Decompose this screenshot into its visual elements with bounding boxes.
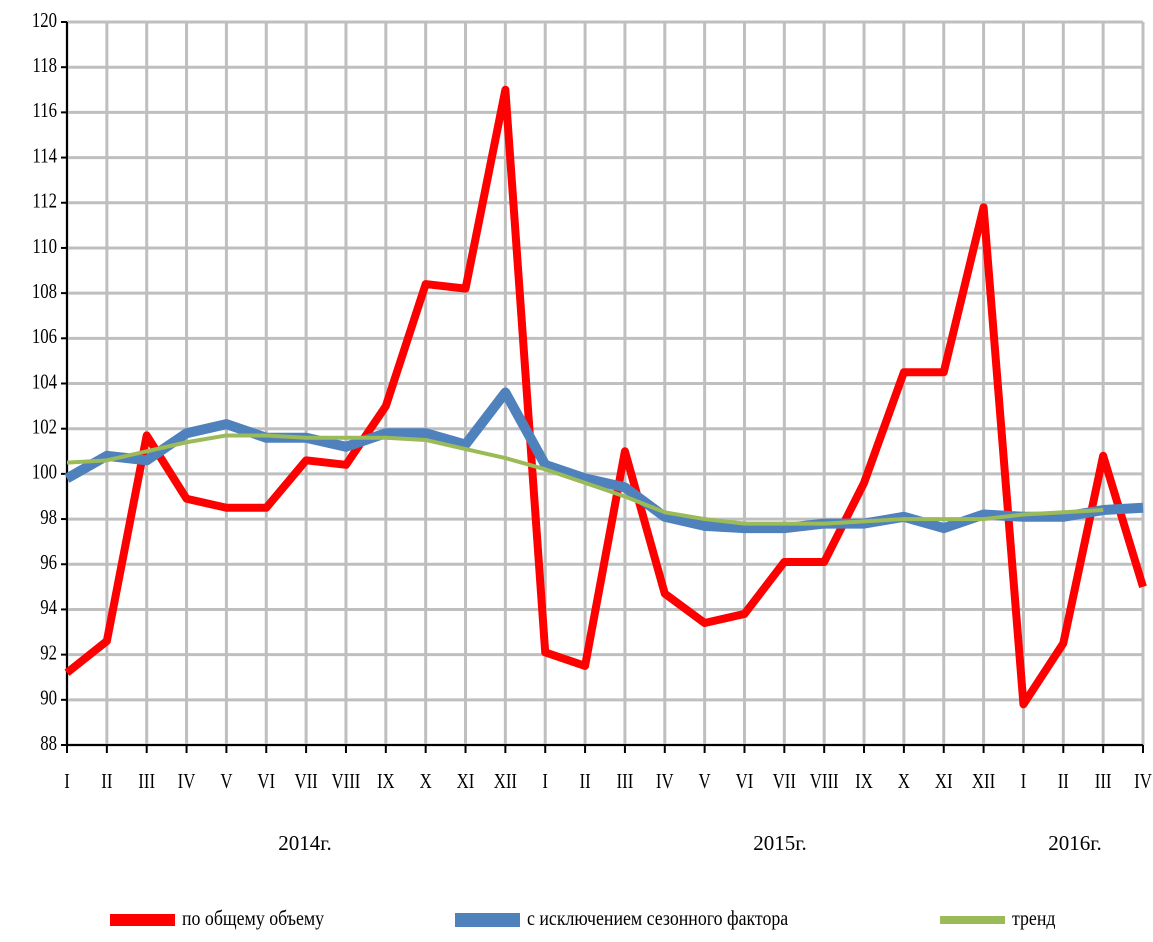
y-tick-label: 112 (32, 190, 57, 213)
x-tick-label: XI (935, 770, 953, 793)
x-tick-label: XI (457, 770, 475, 793)
x-tick-label: IV (1134, 770, 1152, 793)
y-tick-label: 102 (32, 416, 57, 439)
y-tick-label: 118 (32, 54, 57, 77)
y-tick-label: 98 (40, 506, 57, 529)
x-tick-label: II (101, 770, 112, 793)
x-group-label: 2014г. (278, 831, 332, 855)
y-tick-label: 96 (40, 551, 57, 574)
series-line (66, 433, 1104, 526)
legend-label: тренд (1012, 908, 1056, 931)
x-tick-label: VIII (810, 770, 839, 793)
x-tick-label: V (699, 770, 711, 793)
y-tick-label: 104 (32, 371, 58, 394)
x-tick-label: IX (855, 770, 873, 793)
x-tick-label: I (542, 770, 548, 793)
x-tick-label: VII (773, 770, 796, 793)
series-line (64, 387, 1144, 534)
x-tick-label: V (220, 770, 232, 793)
x-tick-label: III (1095, 770, 1112, 793)
y-tick-label: 92 (40, 642, 57, 665)
x-tick-label: II (579, 770, 590, 793)
y-tick-label: 94 (40, 597, 57, 620)
series-line (64, 85, 1147, 709)
y-tick-label: 90 (40, 687, 57, 710)
x-tick-label: IV (178, 770, 196, 793)
y-tick-label: 120 (32, 9, 57, 32)
x-tick-label: IV (656, 770, 674, 793)
y-tick-label: 88 (40, 732, 57, 755)
x-tick-label: III (138, 770, 155, 793)
x-tick-label: VII (294, 770, 317, 793)
x-tick-label: VI (736, 770, 754, 793)
legend-label: по общему объему (182, 908, 324, 931)
x-group-label: 2015г. (753, 831, 807, 855)
y-tick-label: 108 (32, 280, 57, 303)
y-tick-label: 110 (32, 235, 57, 258)
x-tick-label: XII (972, 770, 995, 793)
x-tick-label: XII (494, 770, 517, 793)
y-tick-label: 114 (32, 145, 57, 168)
x-tick-label: I (1021, 770, 1027, 793)
x-tick-label: X (420, 770, 432, 793)
y-tick-label: 106 (32, 325, 57, 348)
x-tick-label: X (898, 770, 910, 793)
legend-label: с исключением сезонного фактора (527, 908, 789, 931)
x-tick-label: III (617, 770, 634, 793)
y-tick-label: 100 (32, 461, 57, 484)
x-tick-label: II (1058, 770, 1069, 793)
y-tick-label: 116 (32, 100, 57, 123)
x-tick-label: I (64, 770, 70, 793)
x-tick-label: VI (257, 770, 275, 793)
x-group-label: 2016г. (1048, 831, 1102, 855)
x-tick-label: IX (377, 770, 395, 793)
x-tick-label: VIII (332, 770, 361, 793)
